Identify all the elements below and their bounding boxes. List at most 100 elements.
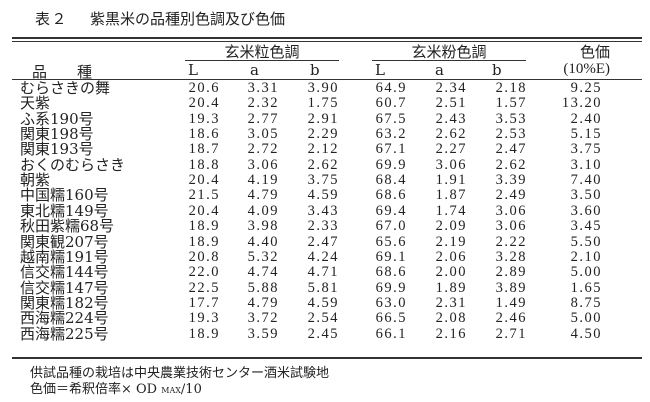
flour-L-cell: 66.5 [375, 310, 407, 327]
grain-b-cell: 2.29 [307, 126, 339, 143]
color-value-cell: 5.15 [570, 126, 602, 143]
variety-name: 西海糯225号 [20, 324, 109, 343]
color-value-cell: 3.60 [570, 202, 602, 219]
flour-L-cell: 69.9 [375, 279, 407, 296]
grain-L-cell: 18.8 [188, 156, 220, 173]
flour-L-cell: 68.6 [375, 187, 407, 204]
table-row: 中国糯160号 21.5 4.79 4.59 68.6 1.87 2.49 3.50 [0, 186, 650, 205]
grain-b-cell: 3.43 [307, 202, 339, 219]
color-value-cell: 5.50 [570, 233, 602, 250]
flour-b-cell: 3.28 [495, 248, 527, 265]
flour-a-cell: 2.31 [435, 294, 467, 311]
grain-a-cell: 3.31 [247, 80, 279, 96]
table-row: 天紫 20.4 2.32 1.75 60.7 2.51 1.57 13.20 [0, 95, 650, 112]
grain-b-cell: 2.47 [307, 233, 339, 250]
flour-a-cell: 1.89 [435, 279, 467, 296]
variety-name: ふ系190号 [20, 109, 94, 128]
color-value-unit: (10%E) [563, 61, 610, 77]
variety-name: 中国糯160号 [20, 186, 109, 205]
flour-b-header: b [492, 61, 502, 79]
grain-a-cell: 2.32 [247, 95, 279, 112]
grain-a-cell: 3.05 [247, 126, 279, 143]
grain-L-cell: 20.4 [188, 172, 220, 189]
variety-header: 品 種 [32, 63, 93, 81]
table-row: おくのむらさき 18.8 3.06 2.62 69.9 3.06 2.62 3.10 [0, 155, 650, 174]
color-value-cell: 1.65 [570, 279, 602, 296]
flour-L-cell: 69.9 [375, 156, 407, 173]
grain-L-cell: 18.9 [188, 218, 220, 235]
color-value-cell: 5.00 [570, 264, 602, 281]
grain-L-cell: 17.7 [188, 294, 220, 311]
flour-L-header: L [375, 61, 385, 79]
variety-name: 西海糯224号 [20, 309, 109, 328]
flour-b-cell: 2.62 [495, 156, 527, 173]
flour-a-cell: 2.00 [435, 264, 467, 281]
table-row: 越南糯191号 20.8 5.32 4.24 69.1 2.06 3.28 2.10 [0, 247, 650, 266]
variety-name: 朝紫 [20, 171, 51, 190]
flour-a-header: a [435, 61, 444, 79]
flour-a-cell: 2.34 [435, 80, 467, 96]
flour-L-cell: 69.1 [375, 248, 407, 265]
color-value-cell: 9.25 [570, 80, 602, 96]
flour-a-cell: 2.27 [435, 141, 467, 158]
flour-L-cell: 67.5 [375, 110, 407, 127]
grain-L-cell: 19.3 [188, 310, 220, 327]
flour-a-cell: 2.51 [435, 95, 467, 112]
variety-name: 越南糯191号 [20, 247, 109, 266]
flour-b-cell: 2.46 [495, 310, 527, 327]
color-value-cell: 3.75 [570, 141, 602, 158]
color-value-cell: 3.50 [570, 187, 602, 204]
footnote-cultivation: 供試品種の栽培は中央農業技術センター酒米試験地 [30, 366, 330, 381]
grain-a-cell: 4.19 [247, 172, 279, 189]
table-row: 信交糯144号 22.0 4.74 4.71 68.6 2.00 2.89 5.00 [0, 264, 650, 281]
grain-L-cell: 18.7 [188, 141, 220, 158]
color-value-cell: 5.00 [570, 310, 602, 327]
formula-text: 色価＝希釈倍率× OD [30, 382, 162, 397]
variety-name: 関東観207号 [20, 232, 109, 251]
grain-L-cell: 20.4 [188, 202, 220, 219]
grain-b-cell: 5.81 [307, 279, 339, 296]
grain-a-cell: 4.79 [247, 187, 279, 204]
flour-a-cell: 2.62 [435, 126, 467, 143]
variety-name: 関東198号 [20, 125, 94, 144]
grain-L-cell: 19.3 [188, 110, 220, 127]
bottom-rule [12, 357, 642, 359]
grain-b-cell: 2.62 [307, 156, 339, 173]
variety-name: おくのむらさき [20, 155, 126, 174]
variety-name: むらさきの舞 [20, 79, 111, 97]
variety-name: 関東193号 [20, 140, 94, 159]
flour-L-cell: 63.2 [375, 126, 407, 143]
table-row: ふ系190号 19.3 2.77 2.91 67.5 2.43 3.53 2.40 [0, 109, 650, 128]
grain-b-cell: 2.45 [307, 325, 339, 342]
grain-b-cell: 1.75 [307, 95, 339, 112]
grain-a-cell: 3.98 [247, 218, 279, 235]
flour-a-cell: 1.87 [435, 187, 467, 204]
flour-group-underline [372, 60, 526, 61]
grain-L-cell: 18.6 [188, 126, 220, 143]
color-value-cell: 8.75 [570, 294, 602, 311]
grain-b-header: b [310, 61, 320, 79]
flour-b-cell: 3.89 [495, 279, 527, 296]
flour-a-cell: 2.43 [435, 110, 467, 127]
grain-b-cell: 2.54 [307, 310, 339, 327]
flour-b-cell: 3.39 [495, 172, 527, 189]
table-row: むらさきの舞 20.6 3.31 3.90 64.9 2.34 2.18 9.25 [0, 79, 650, 97]
grain-b-cell: 4.24 [307, 248, 339, 265]
flour-L-cell: 68.4 [375, 172, 407, 189]
grain-L-cell: 22.5 [188, 279, 220, 296]
grain-a-cell: 3.72 [247, 310, 279, 327]
color-value-cell: 3.45 [570, 218, 602, 235]
grain-L-cell: 18.9 [188, 325, 220, 342]
flour-L-cell: 67.0 [375, 218, 407, 235]
color-value-cell: 7.40 [570, 172, 602, 189]
flour-L-cell: 63.0 [375, 294, 407, 311]
grain-L-cell: 20.8 [188, 248, 220, 265]
flour-b-cell: 2.89 [495, 264, 527, 281]
formula-divisor: /10 [180, 382, 202, 397]
flour-b-cell: 2.47 [495, 141, 527, 158]
flour-b-cell: 2.18 [495, 80, 527, 96]
flour-L-cell: 60.7 [375, 95, 407, 112]
flour-L-cell: 68.6 [375, 264, 407, 281]
grain-b-cell: 2.91 [307, 110, 339, 127]
flour-L-cell: 67.1 [375, 141, 407, 158]
